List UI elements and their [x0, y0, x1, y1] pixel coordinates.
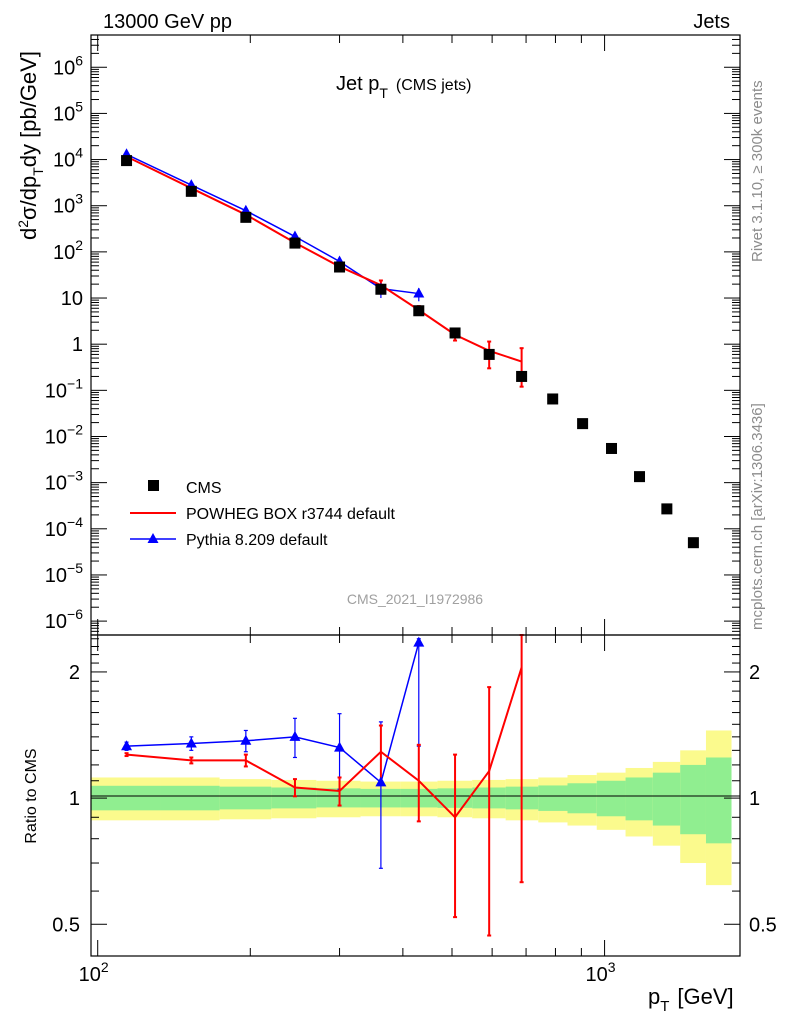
main-y-tick-label: 10−6 [45, 606, 83, 633]
ratio-data-layer [121, 634, 524, 937]
legend-cms-label: CMS [186, 480, 222, 497]
ratio-y-tick-label-left: 0.5 [52, 914, 80, 936]
main-data-layer [121, 148, 699, 549]
ratio-y-tick-label-right: 2 [749, 662, 760, 684]
band-green-segment [219, 786, 272, 810]
cms-point [449, 327, 461, 339]
ratio-y-tick-label-left: 2 [69, 662, 80, 684]
cms-point [289, 237, 301, 249]
main-y-tick-label: 10−5 [45, 560, 83, 587]
cms-point [606, 442, 618, 454]
x-tick-label: 103 [586, 959, 616, 986]
band-green-segment [596, 780, 626, 817]
cms-point [240, 211, 252, 223]
cms-point [483, 348, 495, 360]
ratio-frame [90, 634, 741, 957]
cms-point [121, 155, 133, 167]
ratio-pythia-point [121, 740, 133, 751]
rivet-version-text: Rivet 3.1.10, ≥ 300k events [749, 80, 766, 262]
x-tick-labels: 102 103 [79, 959, 616, 986]
ratio-y-tick-label-left: 1 [69, 788, 80, 810]
main-y-tick-label: 102 [53, 237, 83, 264]
legend-cms-marker [148, 480, 159, 491]
ratio-y-axis-label: Ratio to CMS [23, 748, 40, 843]
cms-point [661, 503, 673, 515]
ratio-pythia-point [413, 636, 425, 647]
band-green-segment [625, 777, 653, 821]
main-y-tick-label: 10 [61, 288, 83, 310]
ratio-pythia-point [334, 741, 346, 752]
ratio-y-tick-label-right: 0.5 [749, 914, 777, 936]
ratio-uncertainty-bands [91, 730, 732, 886]
cms-point [375, 283, 387, 295]
band-green-segment [160, 785, 220, 811]
ratio-y-tick-label-right: 1 [749, 788, 760, 810]
ratio-powheg-line [126, 667, 523, 819]
main-y-tick-labels: 10610510410310210110−110−210−310−410−510… [45, 52, 83, 633]
main-panel: 10610510410310210110−110−210−310−410−510… [15, 34, 741, 636]
band-green-segment [652, 772, 681, 826]
ratio-pythia-point [375, 776, 387, 787]
main-y-tick-label: 10−4 [45, 514, 83, 541]
main-y-tick-label: 105 [53, 98, 83, 125]
main-y-tick-label: 1 [72, 334, 83, 356]
legend: CMS POWHEG BOX r3744 default Pythia 8.20… [130, 480, 396, 549]
main-y-tick-label: 103 [53, 191, 83, 218]
header-left: 13000 GeV pp [103, 11, 232, 33]
legend-pythia-label: Pythia 8.209 default [186, 532, 328, 549]
ratio-ticks [91, 635, 740, 956]
band-green-segment [567, 783, 597, 814]
cms-point [413, 305, 425, 317]
x-axis-label: pT [GeV] [648, 984, 734, 1015]
cms-point [547, 393, 559, 405]
ratio-pythia-line [126, 642, 420, 784]
ratio-pythia-point [240, 734, 252, 745]
header-right: Jets [693, 11, 730, 33]
ratio-y-tick-labels: 2 2 1 1 0.5 0.5 [52, 662, 777, 936]
ratio-panel: 2 2 1 1 0.5 0.5 102 103 Ratio to CMS pT [GeV] [23, 634, 777, 1015]
band-green-segment [705, 757, 732, 844]
pythia-point [413, 287, 425, 298]
band-green-segment [538, 785, 568, 811]
analysis-watermark: CMS_2021_I1972986 [347, 591, 483, 607]
legend-powheg-label: POWHEG BOX r3744 default [186, 506, 396, 523]
pythia-series-line [126, 153, 419, 295]
plot-title: Jet pT (CMS jets) [336, 73, 471, 101]
main-y-axis-label: d2σ/dpTdy [pb/GeV] [15, 51, 46, 240]
cms-point [185, 185, 197, 197]
band-green-segment [680, 764, 706, 835]
legend-pythia-marker [147, 533, 159, 543]
ratio-pythia-point [289, 730, 301, 741]
x-tick-label: 102 [79, 959, 109, 986]
cms-point [334, 261, 346, 273]
cms-point [687, 537, 699, 549]
main-y-tick-label: 104 [53, 145, 83, 172]
main-y-tick-label: 10−2 [45, 421, 83, 448]
ratio-pythia-point [185, 737, 197, 748]
main-y-tick-label: 10−3 [45, 468, 83, 495]
cms-point [634, 471, 646, 483]
main-y-tick-label: 106 [53, 52, 83, 79]
cms-point [516, 370, 528, 382]
band-green-segment [316, 788, 361, 808]
band-green-segment [271, 787, 317, 809]
main-ticks [91, 34, 740, 636]
main-y-tick-label: 10−1 [45, 375, 83, 402]
mcplots-text: mcplots.cern.ch [arXiv:1306.3436] [749, 403, 766, 630]
powheg-series-line [126, 155, 522, 363]
cms-point [577, 418, 589, 430]
